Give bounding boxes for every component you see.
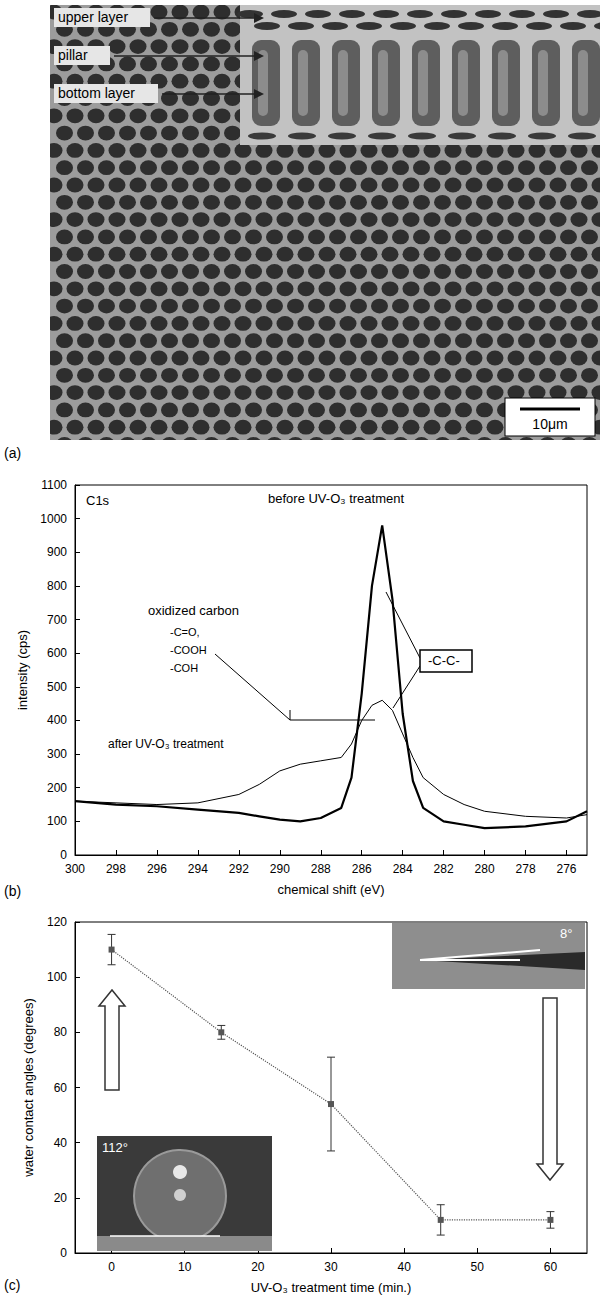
svg-text:(b): (b) bbox=[4, 883, 21, 899]
svg-text:C1s: C1s bbox=[86, 493, 110, 508]
svg-text:288: 288 bbox=[311, 862, 331, 876]
svg-text:292: 292 bbox=[229, 862, 249, 876]
svg-text:700: 700 bbox=[47, 613, 67, 627]
svg-text:-C=O,: -C=O, bbox=[170, 626, 200, 638]
svg-text:0: 0 bbox=[60, 1246, 67, 1260]
svg-text:before UV-O₃ treatment: before UV-O₃ treatment bbox=[268, 491, 404, 506]
svg-text:30: 30 bbox=[324, 1260, 338, 1274]
svg-text:282: 282 bbox=[434, 862, 454, 876]
svg-text:UV-O₃ treatment time (min.): UV-O₃ treatment time (min.) bbox=[251, 1280, 412, 1295]
svg-text:10: 10 bbox=[178, 1260, 192, 1274]
svg-text:40: 40 bbox=[397, 1260, 411, 1274]
svg-text:1000: 1000 bbox=[40, 512, 67, 526]
svg-text:oxidized carbon: oxidized carbon bbox=[148, 603, 239, 618]
svg-text:upper layer: upper layer bbox=[58, 9, 128, 25]
svg-text:40: 40 bbox=[54, 1136, 68, 1150]
svg-text:chemical shift (eV): chemical shift (eV) bbox=[278, 882, 385, 897]
svg-text:0: 0 bbox=[60, 848, 67, 862]
svg-text:294: 294 bbox=[188, 862, 208, 876]
svg-text:20: 20 bbox=[251, 1260, 265, 1274]
svg-text:300: 300 bbox=[65, 862, 85, 876]
svg-text:600: 600 bbox=[47, 646, 67, 660]
svg-text:286: 286 bbox=[352, 862, 372, 876]
svg-text:400: 400 bbox=[47, 713, 67, 727]
svg-text:60: 60 bbox=[54, 1081, 68, 1095]
svg-text:(c): (c) bbox=[4, 1277, 20, 1293]
svg-text:-COH: -COH bbox=[170, 662, 198, 674]
svg-text:intensity (cps): intensity (cps) bbox=[15, 630, 30, 710]
svg-text:100: 100 bbox=[47, 814, 67, 828]
svg-text:500: 500 bbox=[47, 680, 67, 694]
svg-text:278: 278 bbox=[516, 862, 536, 876]
svg-text:1100: 1100 bbox=[41, 478, 67, 492]
svg-text:10μm: 10μm bbox=[532, 416, 567, 432]
svg-text:-C-C-: -C-C- bbox=[428, 653, 460, 668]
svg-text:276: 276 bbox=[557, 862, 577, 876]
svg-text:8°: 8° bbox=[560, 926, 572, 941]
svg-text:20: 20 bbox=[54, 1191, 68, 1205]
svg-text:water contact angles (degrees): water contact angles (degrees) bbox=[21, 998, 36, 1177]
svg-text:800: 800 bbox=[47, 579, 67, 593]
svg-text:(a): (a) bbox=[4, 445, 21, 461]
svg-text:900: 900 bbox=[47, 545, 67, 559]
svg-text:200: 200 bbox=[47, 781, 67, 795]
svg-text:296: 296 bbox=[147, 862, 167, 876]
svg-text:120: 120 bbox=[47, 915, 67, 929]
svg-text:80: 80 bbox=[54, 1025, 68, 1039]
svg-text:60: 60 bbox=[544, 1260, 558, 1274]
svg-text:pillar: pillar bbox=[58, 47, 88, 63]
svg-text:280: 280 bbox=[475, 862, 495, 876]
svg-text:300: 300 bbox=[47, 747, 67, 761]
svg-text:284: 284 bbox=[393, 862, 413, 876]
svg-text:50: 50 bbox=[471, 1260, 485, 1274]
svg-text:bottom layer: bottom layer bbox=[58, 85, 135, 101]
svg-text:290: 290 bbox=[270, 862, 290, 876]
svg-text:298: 298 bbox=[106, 862, 126, 876]
svg-text:100: 100 bbox=[47, 970, 67, 984]
svg-text:after UV-O₃ treatment: after UV-O₃ treatment bbox=[108, 737, 224, 751]
svg-text:0: 0 bbox=[108, 1260, 115, 1274]
svg-text:112°: 112° bbox=[102, 1140, 128, 1155]
svg-text:-COOH: -COOH bbox=[170, 644, 207, 656]
